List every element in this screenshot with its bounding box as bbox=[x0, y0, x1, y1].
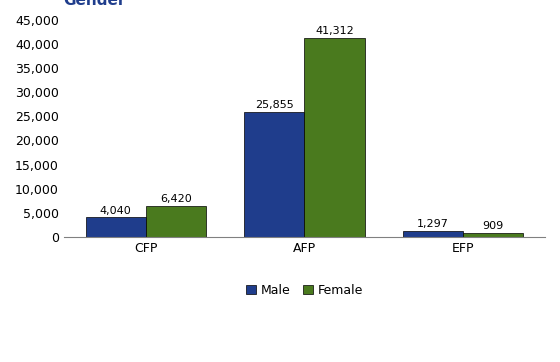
Text: 1,297: 1,297 bbox=[417, 219, 449, 229]
Bar bbox=[403, 231, 463, 237]
Bar bbox=[305, 38, 365, 237]
Text: Gender: Gender bbox=[64, 0, 126, 8]
Bar bbox=[86, 218, 146, 237]
Text: 909: 909 bbox=[482, 220, 503, 231]
Bar bbox=[463, 232, 523, 237]
Legend: Male, Female: Male, Female bbox=[241, 279, 368, 302]
Text: 41,312: 41,312 bbox=[315, 26, 354, 36]
Text: 6,420: 6,420 bbox=[160, 194, 192, 204]
Text: 25,855: 25,855 bbox=[255, 100, 293, 110]
Text: 4,040: 4,040 bbox=[100, 206, 132, 215]
Bar bbox=[244, 112, 305, 237]
Bar bbox=[146, 206, 206, 237]
